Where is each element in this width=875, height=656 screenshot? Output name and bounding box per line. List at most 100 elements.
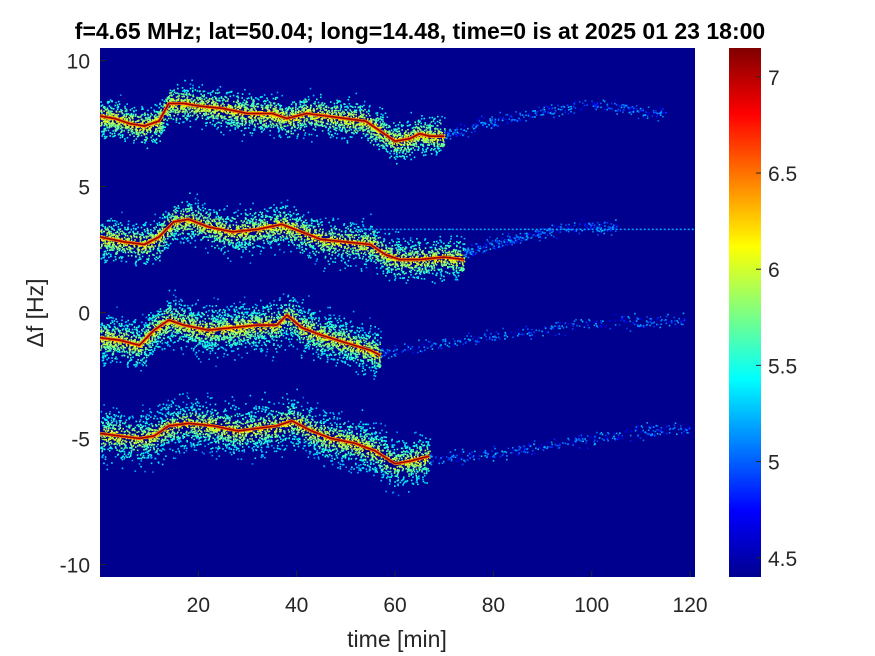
spectrogram-cell: [611, 103, 613, 105]
spectrogram-cell: [162, 125, 164, 127]
spectrogram-cell: [303, 250, 305, 252]
spectrogram-cell: [352, 114, 354, 116]
spectrogram-cell: [193, 236, 195, 238]
spectrogram-cell: [327, 111, 329, 113]
spectrogram-cell: [350, 113, 352, 115]
spectrogram-cell: [147, 236, 149, 238]
spectrogram-cell: [179, 110, 181, 112]
spectrogram-cell: [376, 136, 378, 138]
spectrogram-cell: [630, 107, 632, 109]
spectrogram-cell: [275, 109, 277, 111]
spectrogram-cell: [395, 128, 397, 130]
spectrogram-cell: [314, 101, 316, 103]
spectrogram-cell: [190, 115, 192, 117]
spectrogram-cell: [415, 140, 417, 142]
spectrogram-cell: [350, 265, 352, 267]
spectrogram-cell: [224, 116, 226, 118]
spectrogram-cell: [238, 97, 240, 99]
spectrogram-cell: [345, 131, 347, 133]
spectrogram-cell: [274, 211, 276, 213]
spectrogram-cell: [270, 102, 272, 104]
spectrogram-cell: [396, 129, 398, 131]
spectrogram-cell: [124, 114, 126, 116]
spectrogram-cell: [357, 251, 359, 253]
spectrogram-cell: [282, 239, 284, 241]
spectrogram-cell: [361, 137, 363, 139]
spectrogram-cell: [250, 132, 252, 134]
spectrogram-cell: [316, 135, 318, 137]
spectrogram-cell: [261, 106, 263, 108]
spectrogram-cell: [222, 100, 224, 102]
chart-title: f=4.65 MHz; lat=50.04; long=14.48, time=…: [75, 18, 765, 44]
spectrogram-cell: [264, 94, 266, 96]
spectrogram-cell: [443, 276, 445, 278]
spectrogram-cell: [102, 133, 104, 135]
spectrogram-cell: [279, 134, 281, 136]
spectrogram-cell: [269, 130, 271, 132]
spectrogram-cell: [353, 240, 355, 242]
spectrogram-cell: [171, 110, 173, 112]
spectrogram-cell: [338, 112, 340, 114]
spectrogram-cell: [299, 122, 301, 124]
spectrogram-cell: [263, 219, 265, 221]
spectrogram-cell: [648, 112, 650, 114]
spectrogram-cell: [304, 239, 306, 241]
spectrogram-cell: [295, 103, 297, 105]
spectrogram-cell: [408, 132, 410, 134]
spectrogram-cell: [195, 110, 197, 112]
spectrogram-cell: [214, 125, 216, 127]
spectrogram-cell: [322, 111, 324, 113]
spectrogram-cell: [105, 128, 107, 130]
spectrogram-cell: [286, 114, 288, 116]
spectrogram-cell: [121, 112, 123, 114]
spectrogram-cell: [112, 136, 114, 138]
spectrogram-cell: [322, 130, 324, 132]
spectrogram-cell: [269, 121, 271, 123]
spectrogram-cell: [202, 110, 204, 112]
spectrogram-cell: [217, 118, 219, 120]
spectrogram-cell: [445, 245, 447, 247]
spectrogram-cell: [509, 118, 511, 120]
spectrogram-cell: [241, 125, 243, 127]
spectrogram-cell: [391, 245, 393, 247]
spectrogram-cell: [413, 127, 415, 129]
spectrogram-cell: [217, 89, 219, 91]
spectrogram-cell: [168, 118, 170, 120]
spectrogram-cell: [474, 130, 476, 132]
spectrogram-cell: [273, 110, 275, 112]
spectrogram-cell: [290, 112, 292, 114]
spectrogram-cell: [441, 116, 443, 118]
spectrogram-cell: [414, 121, 416, 123]
spectrogram-cell: [299, 102, 301, 104]
spectrogram-cell: [362, 106, 364, 108]
spectrogram-cell: [131, 114, 133, 116]
spectrogram-cell: [111, 113, 113, 115]
spectrogram-cell: [210, 94, 212, 96]
spectrogram-cell: [441, 270, 443, 272]
spectrogram-cell: [116, 111, 118, 113]
spectrogram-cell: [190, 94, 192, 96]
spectrogram-cell: [341, 112, 343, 114]
spectrogram-cell: [288, 121, 290, 123]
spectrogram-cell: [335, 252, 337, 254]
spectrogram-cell: [144, 139, 146, 141]
spectrogram-cell: [310, 88, 312, 90]
spectrogram-cell: [238, 125, 240, 127]
spectrogram-cell: [306, 118, 308, 120]
spectrogram-cell: [473, 128, 475, 130]
spectrogram-cell: [357, 130, 359, 132]
spectrogram-cell: [472, 126, 474, 128]
spectrogram-cell: [241, 130, 243, 132]
spectrogram-cell: [432, 117, 434, 119]
spectrogram-cell: [323, 104, 325, 106]
spectrogram-cell: [115, 127, 117, 129]
spectrogram-cell: [178, 95, 180, 97]
spectrogram-cell: [397, 135, 399, 137]
spectrogram-cell: [491, 127, 493, 129]
spectrogram-cell: [270, 107, 272, 109]
spectrogram-cell: [186, 94, 188, 96]
spectrogram-cell: [348, 113, 350, 115]
spectrogram-cell: [350, 105, 352, 107]
spectrogram-cell: [396, 252, 398, 254]
spectrogram-cell: [393, 146, 395, 148]
